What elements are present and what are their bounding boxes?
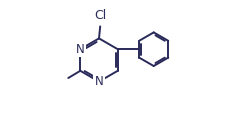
Text: N: N	[95, 75, 103, 88]
Text: N: N	[76, 43, 85, 56]
Text: Cl: Cl	[95, 9, 107, 22]
